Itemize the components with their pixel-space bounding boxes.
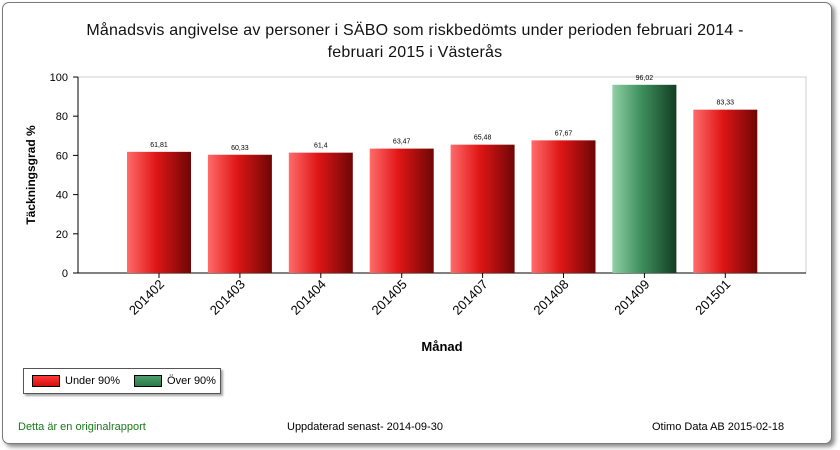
- legend-label-under: Under 90%: [65, 375, 121, 387]
- bar-value-label-201408: 67,67: [555, 130, 573, 137]
- legend-label-over: Över 90%: [167, 375, 216, 387]
- legend: Under 90% Över 90%: [23, 368, 221, 394]
- legend-entry-under: Under 90%: [32, 375, 120, 387]
- y-tick-label-3: 60: [56, 150, 68, 162]
- x-tick-label-201402: 201402: [126, 277, 167, 318]
- bar-201501: [693, 109, 758, 273]
- x-axis-label: Månad: [421, 339, 462, 354]
- y-axis-label: Täckningsgrad %: [24, 125, 38, 225]
- x-axis: 201402 201403 201404 201405 201407 201408 2014…: [78, 272, 806, 318]
- legend-entry-over: Över 90%: [134, 375, 216, 387]
- y-tick-label-4: 80: [56, 111, 68, 123]
- y-tick-label-2: 40: [56, 190, 68, 202]
- chart-title-line-1: Månadsvis angivelse av personer i SÄBO s…: [86, 22, 744, 39]
- x-tick-label-201403: 201403: [207, 277, 248, 318]
- bar-value-label-201501: 83,33: [717, 100, 735, 107]
- bar-201407: [450, 144, 515, 273]
- chart-title-line-2: februari 2015 i Västerås: [327, 44, 503, 61]
- bar-201404: [288, 152, 353, 273]
- bar-value-label-201405: 63,47: [393, 139, 411, 146]
- bar-201403: [207, 154, 272, 273]
- x-tick-label-201409: 201409: [611, 277, 652, 318]
- y-tick-label-1: 20: [56, 229, 68, 241]
- x-tick-label-201405: 201405: [369, 277, 410, 318]
- x-tick-label-201404: 201404: [288, 277, 329, 318]
- bar-201402: [127, 151, 191, 273]
- bar-value-label-201407: 65,48: [474, 135, 492, 142]
- legend-swatch-over: [134, 375, 163, 387]
- bar-value-label-201402: 61,81: [150, 142, 168, 149]
- footer-vendor-date: Otimo Data AB 2015-02-18: [652, 421, 785, 433]
- bars: 61,81 60,33 61,4 63,47 65,48 67,67 96,02 83,33: [127, 75, 758, 273]
- x-tick-label-201408: 201408: [530, 277, 571, 318]
- footer-original-report: Detta är en originalrapport: [18, 421, 146, 433]
- chart-title: Månadsvis angivelse av personer i SÄBO s…: [20, 20, 810, 64]
- y-tick-label-0: 0: [62, 268, 68, 280]
- y-tick-label-5: 100: [50, 72, 68, 84]
- legend-swatch-under: [32, 375, 60, 387]
- x-tick-label-201407: 201407: [449, 277, 490, 318]
- footer-updated-date: Uppdaterad senast- 2014-09-30: [287, 421, 443, 433]
- bar-201405: [369, 148, 434, 273]
- bar-value-label-201409: 96,02: [636, 75, 654, 82]
- y-axis: 0 20 40 60 80 100: [50, 72, 79, 280]
- plot-area: [77, 76, 807, 274]
- bar-201408: [531, 140, 596, 273]
- bar-201409: [612, 84, 677, 273]
- bar-value-label-201403: 60,33: [231, 145, 249, 152]
- x-tick-label-201501: 201501: [692, 277, 733, 318]
- bar-value-label-201404: 61,4: [314, 143, 328, 150]
